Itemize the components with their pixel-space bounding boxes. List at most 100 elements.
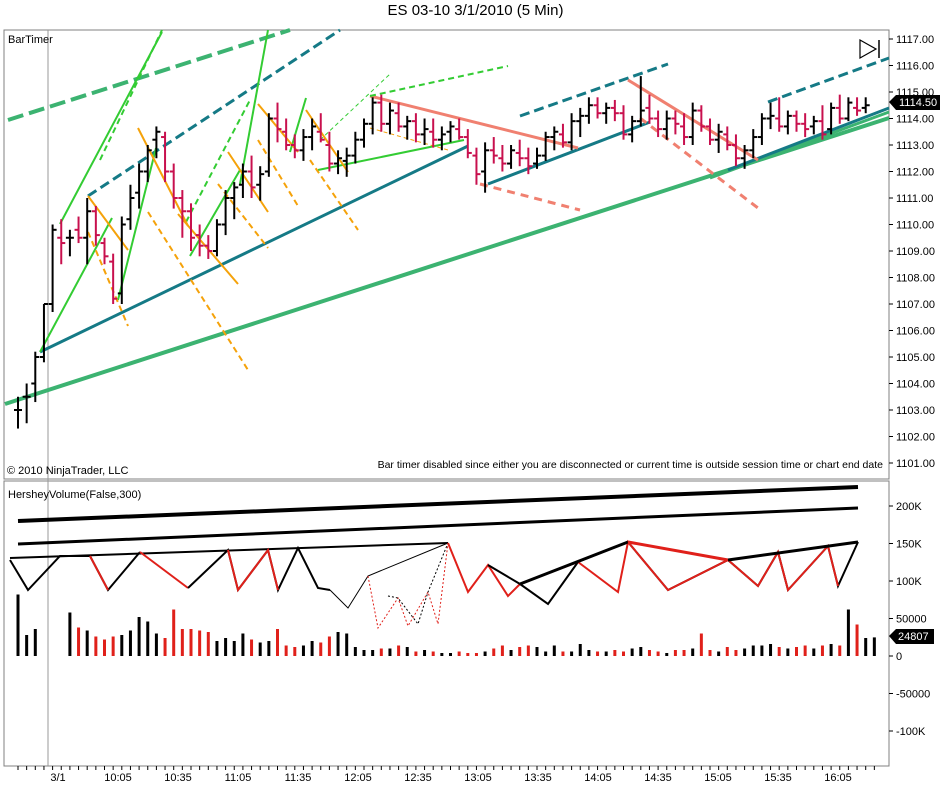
volume-bar (25, 635, 29, 656)
volume-bar (276, 629, 279, 656)
ohlc-bar (117, 216, 126, 304)
ohlc-bar (688, 102, 697, 145)
volume-bar (146, 621, 150, 656)
volume-bar (682, 650, 686, 656)
volume-bar (725, 647, 729, 656)
ohlc-bar (801, 113, 810, 138)
volume-bar (578, 644, 582, 656)
ohlc-bar (533, 147, 541, 169)
svg-text:24807: 24807 (898, 631, 929, 643)
ohlc-bar (446, 121, 455, 143)
time-tick-label: 15:05 (704, 772, 732, 784)
volume-bar (691, 648, 695, 656)
price-tick-label: 1116.00 (896, 61, 934, 73)
price-tick-label: 1101.00 (896, 458, 935, 470)
trendline-orange-dash-4 (257, 139, 299, 207)
ohlc-bar (558, 123, 567, 148)
volume-bar (128, 630, 132, 656)
volume-bar (405, 647, 409, 656)
volume-bar (345, 633, 349, 656)
ohlc-bar (576, 107, 585, 138)
volume-wave-red-2 (139, 551, 189, 589)
price-tick-label: 1106.00 (896, 326, 935, 338)
ohlc-bar (723, 126, 732, 151)
volume-bar (362, 650, 366, 656)
volume-bar (215, 641, 219, 656)
ohlc-bar (161, 131, 170, 183)
ohlc-bar (757, 113, 766, 145)
time-tick-label: 10:05 (104, 772, 132, 784)
volume-tick-label: 200K (896, 501, 922, 513)
volume-axis: 200K 150K 100K 50000 0 -50000 -100K (889, 501, 930, 738)
ohlc-bar (360, 118, 368, 148)
chart-title: ES 03-10 3/1/2010 (5 Min) (387, 2, 564, 19)
ohlc-bar (22, 383, 31, 424)
ohlc-bar (316, 113, 325, 143)
volume-bar (301, 645, 305, 656)
trendline-teal-dash-1 (87, 28, 341, 198)
ohlc-bar (731, 134, 740, 167)
ohlc-bar (204, 235, 213, 259)
volume-bar (829, 644, 833, 656)
ohlc-bar (550, 126, 559, 151)
volume-bar (206, 632, 210, 656)
time-tick-label: 11:05 (225, 772, 252, 784)
ohlc-bar (472, 147, 481, 185)
volume-bar (388, 648, 392, 656)
volume-bar (717, 651, 721, 656)
volume-bar (198, 630, 202, 656)
trendline-lime-4 (189, 169, 241, 257)
volume-bar (699, 633, 703, 656)
time-tick-label: 11:35 (285, 772, 312, 784)
ohlc-bar (152, 126, 161, 159)
ohlc-bar (567, 113, 576, 151)
volume-bar (241, 633, 245, 656)
volume-bar (284, 645, 288, 656)
price-panel-frame (3, 29, 890, 480)
ohlc-bar (273, 102, 282, 143)
ohlc-bar (593, 97, 602, 119)
ohlc-bar (455, 118, 464, 140)
volume-bar (310, 641, 314, 656)
volume-bar (492, 648, 496, 656)
volume-bar (613, 650, 617, 656)
time-tick-label: 16:05 (824, 772, 852, 784)
volume-tick-label: 0 (896, 651, 902, 663)
ohlc-bar (126, 184, 135, 230)
volume-bar (639, 647, 643, 656)
ohlc-bar (377, 94, 386, 132)
volume-bar (526, 645, 530, 656)
skip-end-icon[interactable] (859, 38, 880, 60)
ohlc-bar (342, 147, 351, 177)
ohlc-bar (515, 139, 524, 167)
price-tick-label: 1107.00 (896, 299, 935, 311)
trendline-lime-1 (59, 31, 163, 225)
ohlc-bar (429, 118, 438, 148)
volume-bar (483, 651, 487, 656)
time-tick-label: 10:35 (164, 772, 192, 784)
trendline-orange-3 (227, 151, 269, 213)
volume-bar (353, 647, 357, 656)
ohlc-bar (247, 155, 256, 198)
price-tick-label: 1103.00 (896, 405, 935, 417)
ohlc-bar (256, 166, 265, 201)
volume-bar (803, 645, 807, 656)
trendline-lime-dash-1 (99, 29, 163, 161)
trendline-teal-dash-3 (767, 56, 890, 104)
volume-bar (474, 653, 478, 656)
volume-trendline-right (519, 540, 629, 586)
ohlc-bar (91, 205, 100, 246)
ohlc-bar (541, 131, 550, 161)
bar-timer-status: Bar timer disabled since either you are … (378, 459, 884, 471)
volume-bar (371, 650, 375, 656)
volume-bar (743, 648, 747, 656)
last-price-tag: 1114.50 (889, 95, 940, 110)
time-tick-label: 13:05 (464, 772, 492, 784)
ohlc-bar (437, 126, 446, 151)
ohlc-bar (325, 131, 334, 172)
ohlc-bar (463, 129, 472, 159)
volume-bar (379, 648, 383, 656)
price-axis: 1101.00 1102.00 1103.00 1104.00 1105.00 1106.… (889, 34, 935, 470)
trendline-teal-1 (39, 144, 469, 354)
